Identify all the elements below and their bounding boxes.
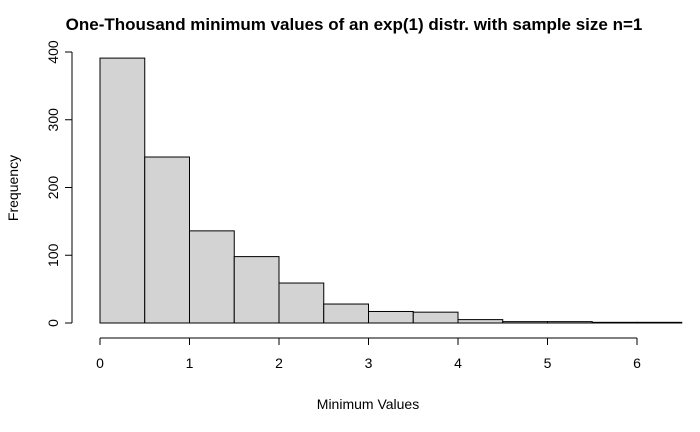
histogram-bar (144, 156, 190, 324)
chart-title: One-Thousand minimum values of an exp(1)… (66, 15, 643, 34)
x-tick-label: 4 (454, 355, 462, 371)
histogram-bar (502, 321, 548, 324)
y-tick-label: 200 (45, 176, 61, 200)
histogram-bar (547, 321, 593, 324)
x-tick-label: 5 (544, 355, 552, 371)
y-tick-label: 100 (45, 243, 61, 267)
histogram-bar (278, 282, 325, 324)
x-tick-label: 3 (365, 355, 373, 371)
histogram-bar (323, 303, 369, 324)
x-tick-label: 2 (275, 355, 283, 371)
x-axis-label: Minimum Values (317, 396, 419, 412)
x-axis: 0 1 2 3 4 5 6 (96, 337, 641, 371)
histogram-bar (233, 256, 280, 324)
x-tick-label: 0 (96, 355, 104, 371)
y-axis: 0 100 200 300 400 (45, 40, 73, 327)
histogram-bar (368, 310, 414, 324)
y-tick-label: 300 (45, 108, 61, 132)
y-axis-label: Frequency (5, 155, 21, 221)
histogram-bar (457, 319, 504, 324)
x-tick-label: 6 (633, 355, 641, 371)
y-tick-label: 0 (45, 319, 61, 327)
bars-group (99, 57, 683, 324)
y-tick-label: 400 (45, 40, 61, 64)
histogram-bar (636, 321, 683, 324)
histogram-bar (412, 311, 459, 324)
histogram-bar (591, 321, 638, 324)
histogram-bar (99, 57, 146, 324)
x-tick-label: 1 (186, 355, 194, 371)
histogram-bar (189, 230, 235, 324)
